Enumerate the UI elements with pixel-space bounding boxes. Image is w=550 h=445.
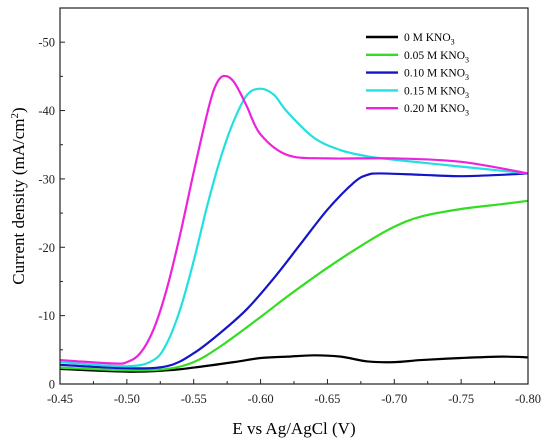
x-axis: -0.45 -0.50 -0.55 -0.60 -0.65 -0.70 -0.75 -0.80	[47, 379, 541, 406]
y-axis-label-main: Current density (mA/cm	[9, 118, 28, 284]
series-line-0	[59, 354, 529, 373]
plot-area	[59, 74, 529, 373]
y-tick-label: -50	[38, 36, 55, 50]
x-tick-label: -0.45	[47, 392, 73, 406]
x-tick-label: -0.65	[314, 392, 340, 406]
plot-frame	[59, 7, 529, 385]
legend-label-3: 0.15 M KNO3	[404, 85, 469, 100]
series-line-2	[59, 172, 529, 370]
y-axis-label: Current density (mA/cm2)	[9, 107, 28, 284]
legend-label-1: 0.05 M KNO3	[404, 50, 469, 65]
x-tick-label: -0.60	[248, 392, 274, 406]
series-line-4	[59, 74, 529, 365]
y-tick-label: -20	[38, 241, 55, 255]
x-axis-label: E vs Ag/AgCl (V)	[232, 419, 355, 438]
x-tick-label: -0.70	[381, 392, 407, 406]
x-tick-label: -0.50	[114, 392, 140, 406]
y-tick-label: -40	[38, 104, 55, 118]
x-tick-label: -0.75	[448, 392, 474, 406]
legend-label-2: 0.10 M KNO3	[404, 68, 469, 83]
y-tick-label: 0	[49, 378, 55, 392]
legend-label-0: 0 M KNO3	[404, 32, 455, 47]
series-line-1	[59, 199, 529, 372]
series-line-3	[59, 87, 529, 368]
y-tick-label: -10	[38, 309, 55, 323]
legend-label-4: 0.20 M KNO3	[404, 103, 469, 118]
x-tick-label: -0.80	[515, 392, 541, 406]
x-tick-label: -0.55	[181, 392, 207, 406]
y-axis: 0 -10 -20 -30 -40 -50	[38, 36, 65, 392]
y-axis-label-sup: 2	[9, 113, 21, 119]
legend: 0 M KNO3 0.05 M KNO3 0.10 M KNO3 0.15 M KNO…	[366, 32, 469, 118]
y-axis-label-close: )	[9, 107, 28, 113]
y-tick-label: -30	[38, 172, 55, 186]
